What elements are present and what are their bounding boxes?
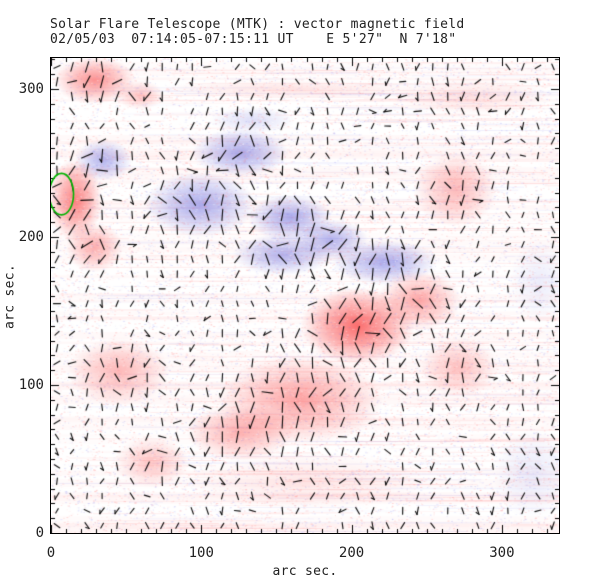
y-axis-title: arc sec. — [2, 264, 18, 330]
x-axis-title: arc sec. — [272, 564, 338, 579]
y-tick-label: 200 — [18, 229, 44, 246]
x-tick-label: 200 — [338, 545, 365, 561]
y-tick-label: 100 — [18, 377, 44, 394]
x-tick-label: 100 — [188, 545, 214, 561]
y-tick-label: 300 — [18, 81, 44, 98]
magnetogram-canvas — [51, 58, 559, 533]
y-tick-label: 0 — [35, 525, 44, 541]
x-tick-label: 0 — [46, 545, 56, 561]
plot-frame — [50, 57, 560, 534]
figure-subtitle: 02/05/03 07:14:05-07:15:11 UT E 5'27" N … — [50, 32, 457, 47]
x-tick-label: 300 — [489, 545, 515, 561]
figure-title: Solar Flare Telescope (MTK) : vector mag… — [50, 17, 465, 32]
